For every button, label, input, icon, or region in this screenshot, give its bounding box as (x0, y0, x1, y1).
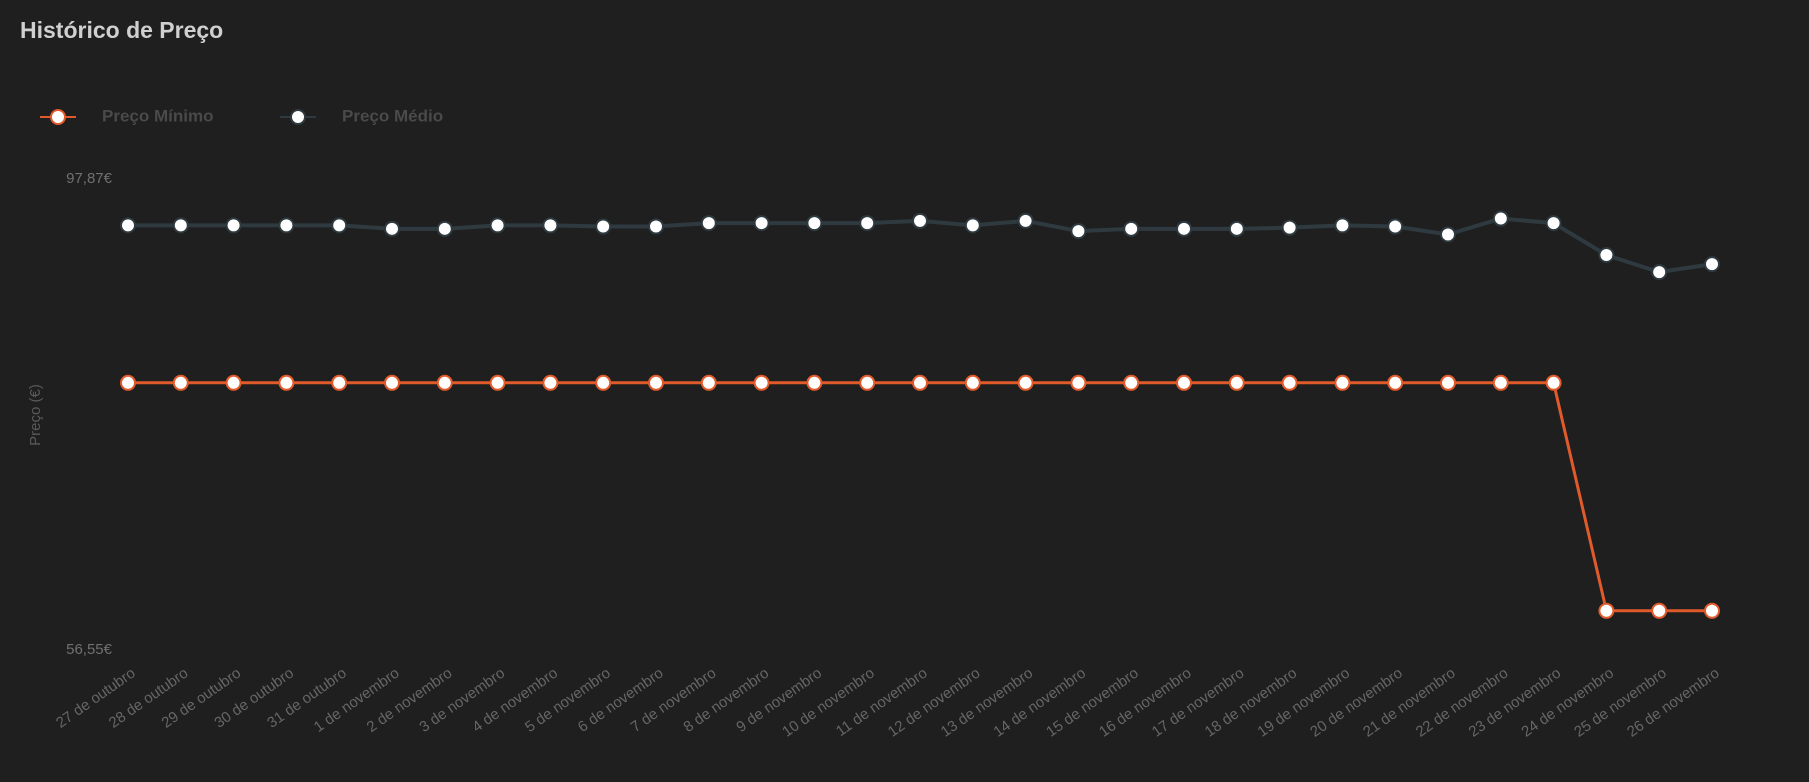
data-point (859, 215, 876, 232)
x-tick-label: 17 de novembro (1149, 665, 1248, 741)
data-point (384, 374, 400, 391)
data-point (1281, 219, 1298, 236)
data-point (1704, 256, 1720, 273)
data-point (120, 217, 136, 234)
y-tick-label: 56,55€ (66, 641, 113, 658)
x-tick-label: 18 de novembro (1202, 665, 1301, 741)
data-point (1123, 374, 1140, 391)
chart-title: Histórico de Preço (20, 17, 223, 43)
data-point (278, 217, 295, 234)
x-tick-label: 12 de novembro (885, 665, 984, 741)
x-tick-label: 13 de novembro (938, 665, 1037, 741)
data-point (489, 374, 506, 391)
data-point (1704, 602, 1720, 619)
data-point (1176, 220, 1192, 237)
x-tick-label: 20 de novembro (1307, 665, 1406, 741)
x-tick-label: 25 de novembro (1571, 665, 1670, 741)
data-point (648, 218, 664, 235)
x-tick-label: 23 de novembro (1466, 665, 1565, 741)
data-point (1651, 264, 1668, 281)
legend-marker (290, 109, 306, 125)
data-point (912, 374, 928, 391)
data-point (1598, 247, 1615, 264)
x-tick-label: 16 de novembro (1096, 665, 1195, 741)
data-point (172, 217, 189, 234)
data-point (1176, 374, 1192, 391)
data-point (1440, 226, 1456, 243)
data-point (1334, 217, 1351, 234)
data-point (1545, 374, 1562, 391)
data-point (1228, 374, 1245, 391)
data-point (172, 374, 189, 391)
x-tick-label: 15 de novembro (1043, 665, 1142, 741)
data-point (542, 374, 559, 391)
data-point (806, 374, 823, 391)
data-point (859, 374, 876, 391)
data-point (1440, 374, 1456, 391)
data-point (1070, 374, 1087, 391)
data-point (1598, 602, 1615, 619)
x-tick-label: 14 de novembro (990, 665, 1089, 741)
data-point (700, 215, 717, 232)
data-point (1281, 374, 1298, 391)
legend-label: Preço Mínimo (102, 106, 213, 125)
data-point (753, 374, 770, 391)
data-point (331, 374, 348, 391)
data-point (384, 220, 400, 237)
data-point (225, 374, 242, 391)
legend-marker (50, 109, 66, 125)
data-point (964, 374, 981, 391)
data-point (1651, 602, 1668, 619)
data-point (331, 217, 348, 234)
data-point (1228, 220, 1245, 237)
y-axis-label: Preço (€) (27, 384, 44, 446)
data-point (542, 217, 559, 234)
x-tick-label: 24 de novembro (1518, 665, 1617, 741)
data-point (595, 374, 612, 391)
data-point (120, 374, 136, 391)
data-point (1387, 218, 1404, 235)
data-point (912, 212, 928, 229)
data-point (436, 220, 453, 237)
legend-label: Preço Médio (342, 106, 443, 125)
data-point (1070, 223, 1087, 240)
data-point (225, 217, 242, 234)
y-tick-label: 97,87€ (66, 170, 113, 187)
data-point (595, 218, 612, 235)
data-point (753, 215, 770, 232)
x-tick-label: 22 de novembro (1413, 665, 1512, 741)
data-point (1017, 374, 1034, 391)
x-tick-label: 11 de novembro (833, 665, 931, 740)
data-point (1387, 374, 1404, 391)
data-point (648, 374, 664, 391)
data-point (1492, 210, 1509, 227)
data-point (1123, 220, 1140, 237)
data-point (489, 217, 506, 234)
data-point (1545, 215, 1562, 232)
data-point (806, 215, 823, 232)
data-point (700, 374, 717, 391)
data-point (1492, 374, 1509, 391)
data-point (964, 217, 981, 234)
series-line (128, 381, 1712, 613)
x-tick-label: 26 de novembro (1624, 665, 1723, 741)
x-tick-label: 21 de novembro (1360, 665, 1459, 741)
data-point (1017, 212, 1034, 229)
x-tick-label: 19 de novembro (1254, 665, 1353, 741)
data-point (436, 374, 453, 391)
data-point (1334, 374, 1351, 391)
data-point (278, 374, 295, 391)
x-tick-label: 10 de novembro (779, 665, 878, 741)
